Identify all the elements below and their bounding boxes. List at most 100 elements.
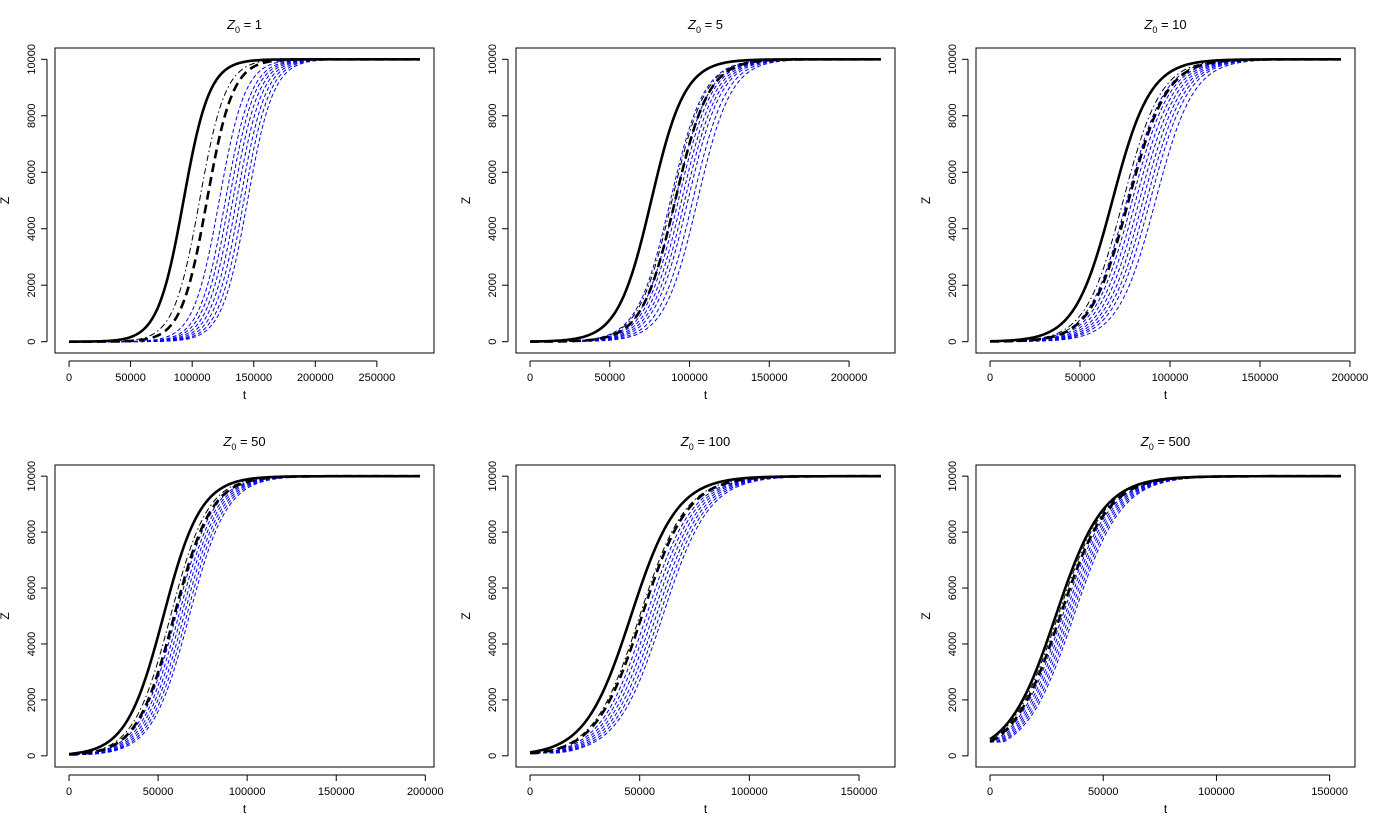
series-line-blue-4	[530, 475, 881, 754]
series-line-bold-solid	[69, 58, 420, 343]
series-line-dashdot	[69, 475, 420, 755]
series-line-blue-2	[530, 475, 881, 754]
x-tick-label: 50000	[1088, 786, 1119, 798]
x-axis-label: t	[243, 802, 247, 816]
title-subscript: 0	[231, 442, 236, 452]
title-value: = 50	[236, 434, 265, 449]
series-line-blue-4	[69, 58, 420, 343]
x-tick-label: 50000	[115, 372, 146, 384]
x-tick-label: 200000	[1332, 372, 1369, 384]
plot-frame	[54, 47, 435, 354]
x-tick-label: 150000	[1311, 786, 1348, 798]
panel-6: Z0 = 5000 50000 100000 15000002000400060008…	[919, 434, 1356, 816]
x-tick-label: 100000	[229, 786, 266, 798]
x-tick-label: 150000	[751, 372, 788, 384]
x-tick-label: 150000	[235, 372, 272, 384]
y-axis-label: Z	[0, 612, 12, 619]
x-tick-label: 0	[527, 372, 533, 384]
x-tick-label: 250000	[359, 372, 396, 384]
y-tick-label: 10000	[947, 44, 959, 75]
y-tick-label: 8000	[487, 520, 499, 544]
x-tick-label: 100000	[731, 786, 768, 798]
series-line-blue-3	[530, 475, 881, 754]
series-line-blue-4	[990, 475, 1341, 743]
y-tick-label: 2000	[26, 688, 38, 712]
series-line-blue-6	[69, 58, 420, 343]
title-subscript: 0	[1149, 442, 1154, 452]
series-line-bold-dashed	[530, 58, 881, 343]
title-value: = 100	[694, 434, 731, 449]
y-tick-label: 4000	[947, 632, 959, 656]
series-line-blue-6	[69, 475, 420, 755]
series-line-blue-5	[69, 475, 420, 755]
title-variable: Z	[1140, 434, 1150, 449]
chart-title: Z0 = 1	[226, 17, 262, 35]
series-line-blue-3	[69, 58, 420, 343]
x-tick-label: 0	[987, 372, 993, 384]
x-tick-label: 150000	[318, 786, 355, 798]
y-tick-label: 2000	[487, 273, 499, 297]
y-tick-label: 0	[26, 339, 38, 345]
x-tick-label: 100000	[174, 372, 211, 384]
panel-2: Z0 = 50 50000 100000 150000 2000000200040006…	[459, 17, 896, 402]
y-axis-label: Z	[0, 197, 12, 204]
y-tick-label: 10000	[26, 461, 38, 492]
series-line-bold-solid	[529, 474, 881, 754]
x-tick-label: 50000	[624, 786, 655, 798]
series-line-blue-6	[990, 475, 1341, 743]
y-tick-label: 10000	[26, 44, 38, 75]
series-line-blue-3	[990, 475, 1341, 743]
y-tick-label: 6000	[26, 576, 38, 600]
x-tick-label: 100000	[671, 372, 708, 384]
series-line-bold-solid	[68, 474, 420, 756]
x-tick-label: 150000	[841, 786, 878, 798]
y-tick-label: 6000	[947, 576, 959, 600]
chart-title: Z0 = 5	[687, 17, 723, 35]
plot-frame	[515, 464, 896, 768]
y-tick-label: 0	[947, 753, 959, 759]
title-variable: Z	[1143, 17, 1153, 32]
x-tick-label: 150000	[1242, 372, 1279, 384]
series-line-blue-2	[69, 58, 420, 343]
y-tick-label: 10000	[487, 461, 499, 492]
y-tick-label: 8000	[26, 520, 38, 544]
title-value: = 1	[240, 17, 262, 32]
series-line-bold-dashed	[989, 474, 1341, 743]
title-subscript: 0	[696, 25, 701, 35]
y-tick-label: 0	[26, 753, 38, 759]
y-tick-label: 2000	[487, 688, 499, 712]
y-tick-label: 4000	[487, 632, 499, 656]
panel-4: Z0 = 500 50000 100000 150000 200000020004000…	[0, 434, 444, 816]
series-line-bold-dashed	[530, 474, 881, 755]
series-line-blue-4	[69, 475, 420, 755]
x-axis-label: t	[1164, 802, 1168, 816]
y-tick-label: 6000	[487, 576, 499, 600]
x-tick-label: 50000	[1065, 372, 1096, 384]
y-tick-label: 6000	[947, 160, 959, 184]
plot-frame	[975, 464, 1356, 768]
title-variable: Z	[680, 434, 690, 449]
panel-1: Z0 = 10 50000 100000 150000 200000 2500000200…	[0, 17, 435, 402]
series-line-blue-1	[69, 58, 420, 343]
x-tick-label: 200000	[831, 372, 868, 384]
y-axis-label: Z	[459, 612, 473, 619]
series-line-blue-2	[990, 475, 1341, 743]
y-tick-label: 10000	[947, 461, 959, 492]
plot-frame	[975, 47, 1356, 354]
series-line-bold-solid	[990, 58, 1341, 343]
chart-title: Z0 = 50	[222, 434, 265, 452]
x-tick-label: 50000	[143, 786, 174, 798]
y-tick-label: 2000	[26, 273, 38, 297]
y-tick-label: 8000	[26, 104, 38, 128]
y-tick-label: 2000	[947, 273, 959, 297]
series-line-bold-dashed	[69, 58, 420, 343]
y-axis-label: Z	[919, 197, 933, 204]
y-tick-label: 8000	[487, 104, 499, 128]
y-tick-label: 8000	[947, 104, 959, 128]
panel-3: Z0 = 100 50000 100000 150000 200000020004000…	[919, 17, 1368, 402]
x-tick-label: 200000	[297, 372, 334, 384]
x-axis-label: t	[243, 388, 247, 402]
x-tick-label: 0	[527, 786, 533, 798]
x-tick-label: 100000	[1152, 372, 1189, 384]
